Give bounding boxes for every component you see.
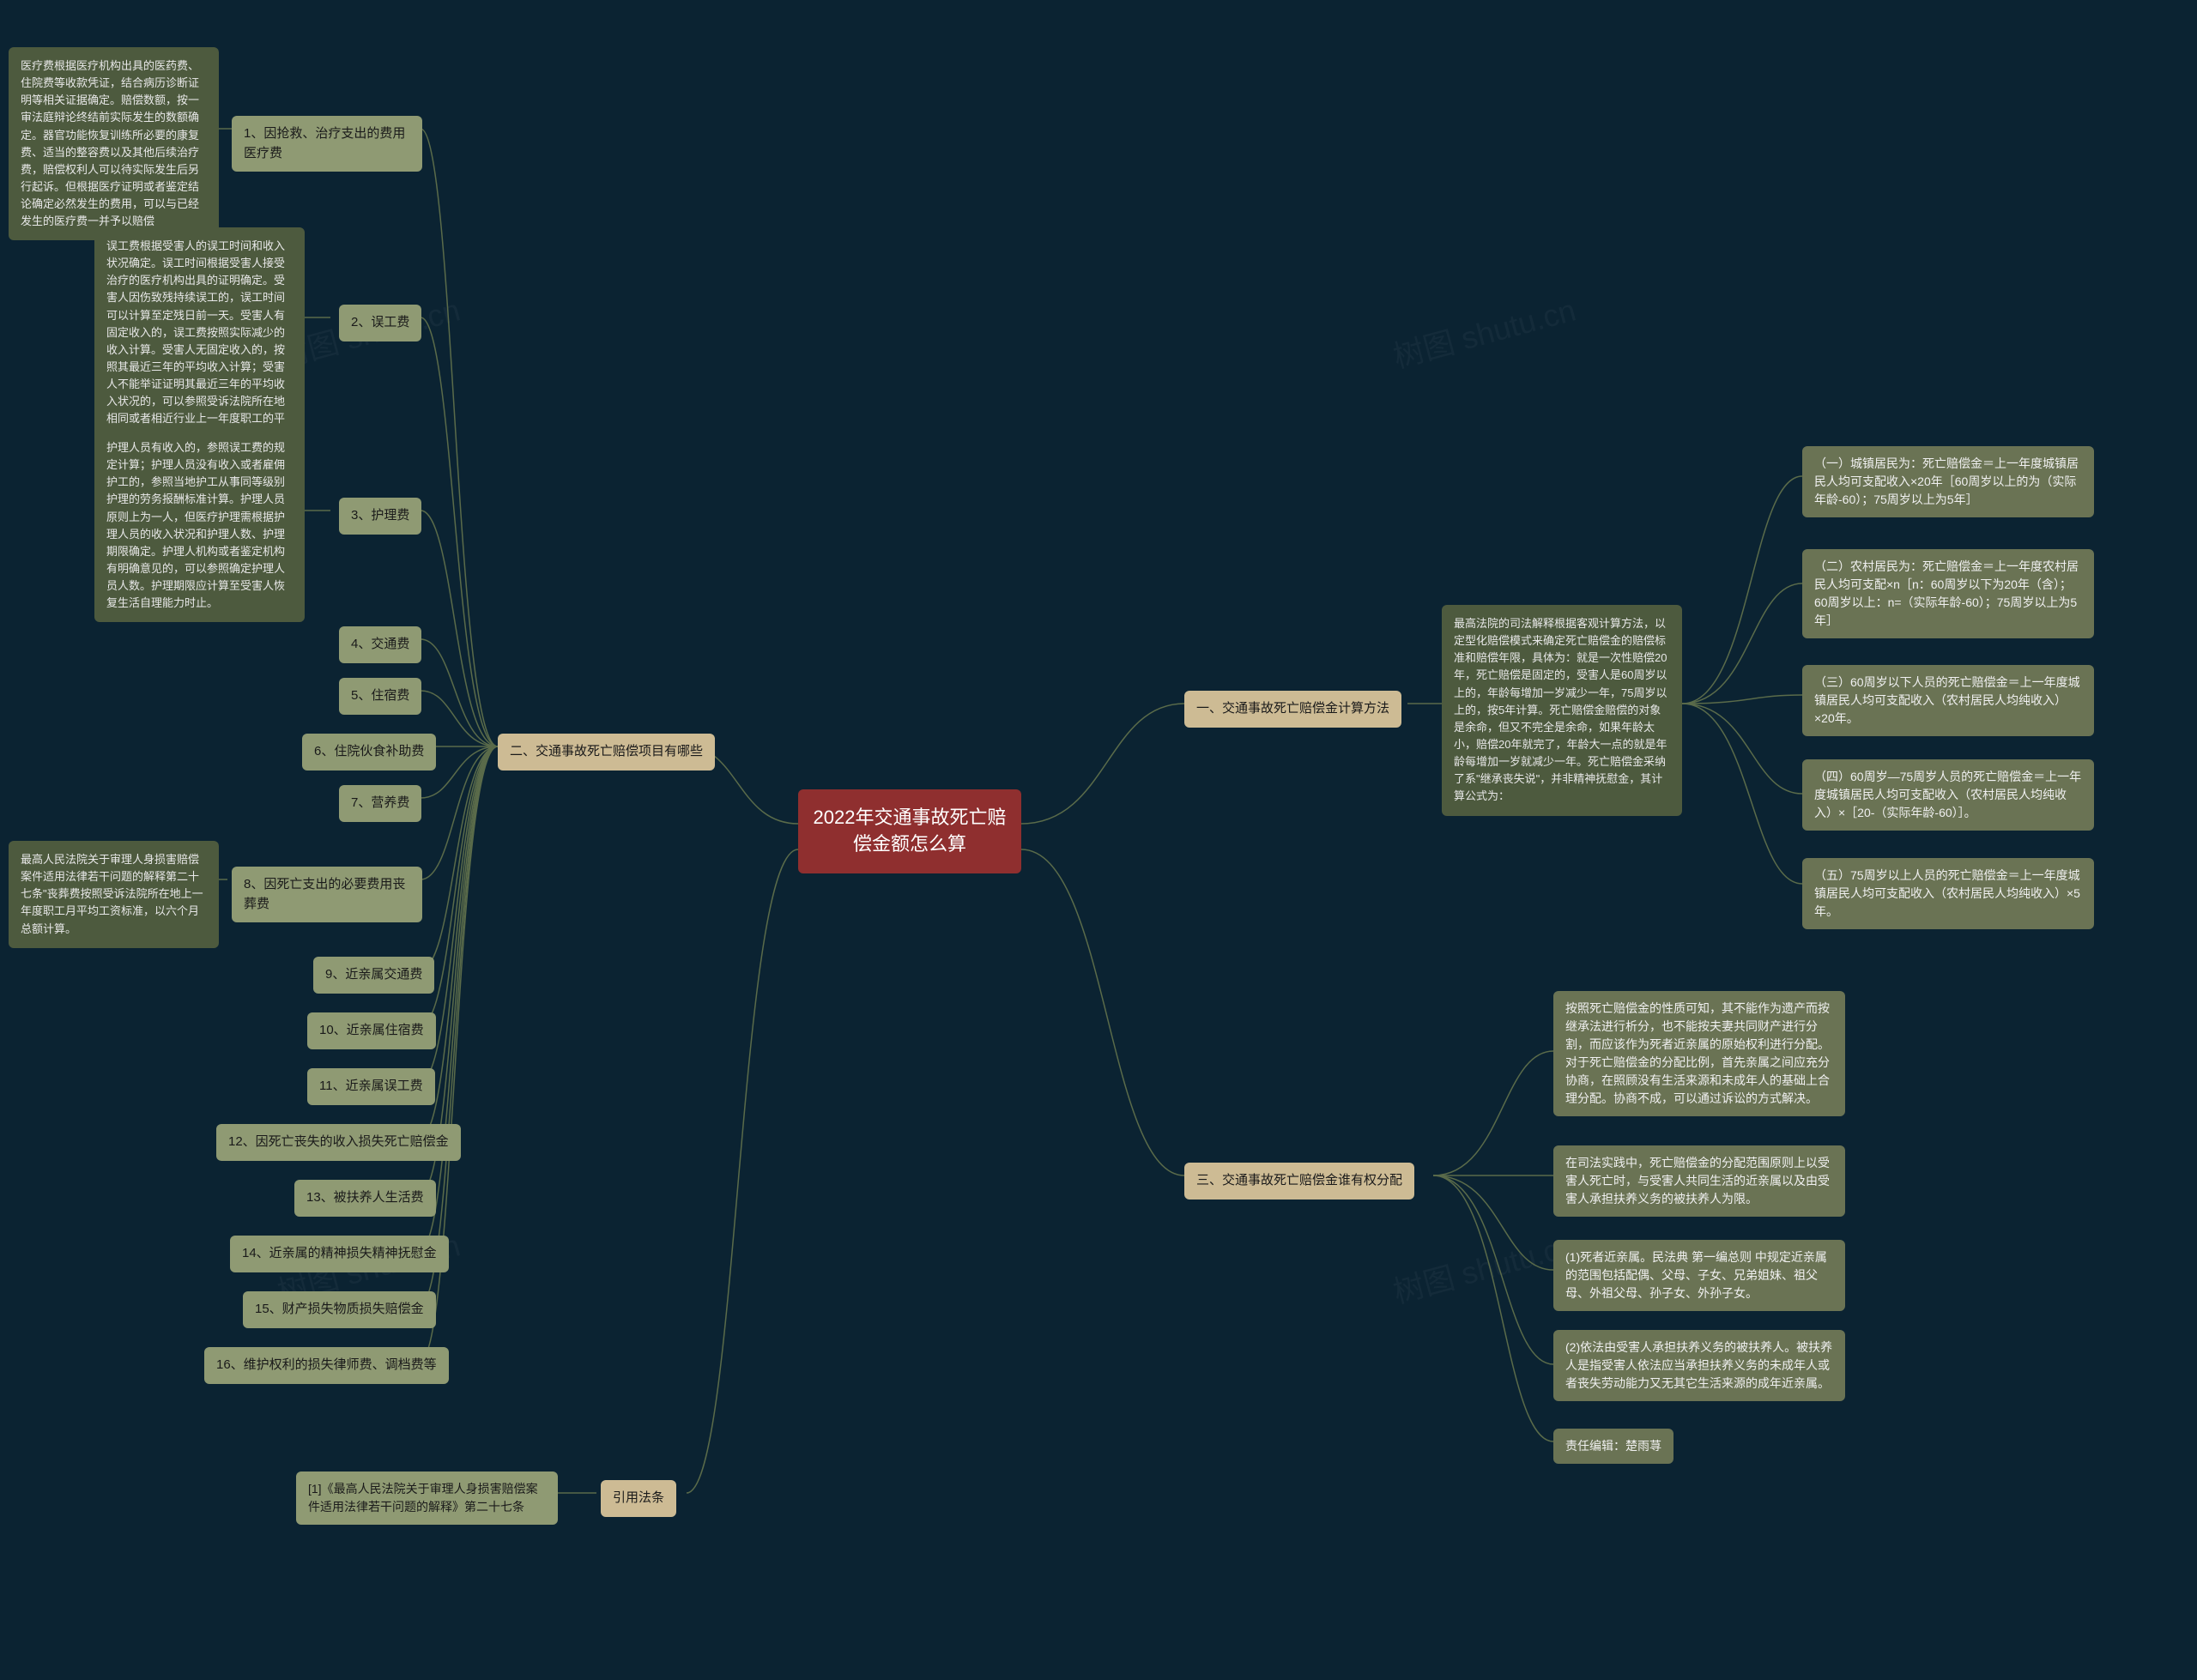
sec2-item-5: 5、住宿费 bbox=[339, 678, 421, 715]
citation-text: [1]《最高人民法院关于审理人身损害赔偿案件适用法律若干问题的解释》第二十七条 bbox=[296, 1472, 558, 1525]
sec2-item-6: 6、住院伙食补助费 bbox=[302, 734, 436, 771]
sec2-item-4: 4、交通费 bbox=[339, 626, 421, 663]
sec2-item-7: 7、营养费 bbox=[339, 785, 421, 822]
section-1-item-4: （四）60周岁—75周岁人员的死亡赔偿金＝上一年度城镇居民人均可支配收入（农村居… bbox=[1802, 759, 2094, 831]
sec2-item-11: 11、近亲属误工费 bbox=[307, 1068, 435, 1105]
branch-section-2: 二、交通事故死亡赔偿项目有哪些 bbox=[498, 734, 715, 771]
sec2-item-8: 8、因死亡支出的必要费用丧葬费 bbox=[232, 867, 422, 922]
connector-layer bbox=[0, 0, 2197, 1680]
section-3-item-1: 按照死亡赔偿金的性质可知，其不能作为遗产而按继承法进行析分，也不能按夫妻共同财产… bbox=[1553, 991, 1845, 1116]
watermark: 树图 shutu.cn bbox=[1388, 286, 1580, 378]
watermark: 树图 shutu.cn bbox=[1388, 1221, 1580, 1313]
sec2-item-16: 16、维护权利的损失律师费、调档费等 bbox=[204, 1347, 449, 1384]
section-3-item-5: 责任编辑：楚雨荨 bbox=[1553, 1429, 1673, 1464]
section-3-item-4: (2)依法由受害人承担扶养义务的被扶养人。被扶养人是指受害人依法应当承担扶养义务… bbox=[1553, 1330, 1845, 1401]
root-node: 2022年交通事故死亡赔偿金额怎么算 bbox=[798, 789, 1021, 873]
sec2-item-15: 15、财产损失物质损失赔偿金 bbox=[243, 1291, 436, 1328]
sec2-item-13: 13、被扶养人生活费 bbox=[294, 1180, 436, 1217]
sec2-item-2: 2、误工费 bbox=[339, 305, 421, 341]
section-1-body: 最高法院的司法解释根据客观计算方法，以定型化赔偿模式来确定死亡赔偿金的赔偿标准和… bbox=[1442, 605, 1682, 816]
sec2-item-3: 3、护理费 bbox=[339, 498, 421, 535]
branch-section-1: 一、交通事故死亡赔偿金计算方法 bbox=[1184, 691, 1401, 728]
sec2-item-12: 12、因死亡丧失的收入损失死亡赔偿金 bbox=[216, 1124, 461, 1161]
section-1-item-3: （三）60周岁以下人员的死亡赔偿金＝上一年度城镇居民人均可支配收入（农村居民人均… bbox=[1802, 665, 2094, 736]
section-3-item-3: (1)死者近亲属。民法典 第一编总则 中规定近亲属的范围包括配偶、父母、子女、兄… bbox=[1553, 1240, 1845, 1311]
section-1-item-2: （二）农村居民为：死亡赔偿金＝上一年度农村居民人均可支配×n［n：60周岁以下为… bbox=[1802, 549, 2094, 638]
sec2-item-1: 1、因抢救、治疗支出的费用医疗费 bbox=[232, 116, 422, 172]
section-1-item-5: （五）75周岁以上人员的死亡赔偿金＝上一年度城镇居民人均可支配收入（农村居民人均… bbox=[1802, 858, 2094, 929]
sec2-item-14: 14、近亲属的精神损失精神抚慰金 bbox=[230, 1236, 449, 1272]
sec2-item-3-desc: 护理人员有收入的，参照误工费的规定计算；护理人员没有收入或者雇佣护工的，参照当地… bbox=[94, 429, 305, 622]
section-3-item-2: 在司法实践中，死亡赔偿金的分配范围原则上以受害人死亡时，与受害人共同生活的近亲属… bbox=[1553, 1145, 1845, 1217]
branch-section-3: 三、交通事故死亡赔偿金谁有权分配 bbox=[1184, 1163, 1414, 1200]
sec2-item-8-desc: 最高人民法院关于审理人身损害赔偿案件适用法律若干问题的解释第二十七条"丧葬费按照… bbox=[9, 841, 219, 948]
branch-citation: 引用法条 bbox=[601, 1480, 676, 1517]
sec2-item-1-desc: 医疗费根据医疗机构出具的医药费、住院费等收款凭证，结合病历诊断证明等相关证据确定… bbox=[9, 47, 219, 240]
sec2-item-10: 10、近亲属住宿费 bbox=[307, 1012, 436, 1049]
sec2-item-2-desc: 误工费根据受害人的误工时间和收入状况确定。误工时间根据受害人接受治疗的医疗机构出… bbox=[94, 227, 305, 456]
sec2-item-9: 9、近亲属交通费 bbox=[313, 957, 434, 994]
section-1-item-1: （一）城镇居民为：死亡赔偿金＝上一年度城镇居民人均可支配收入×20年［60周岁以… bbox=[1802, 446, 2094, 517]
